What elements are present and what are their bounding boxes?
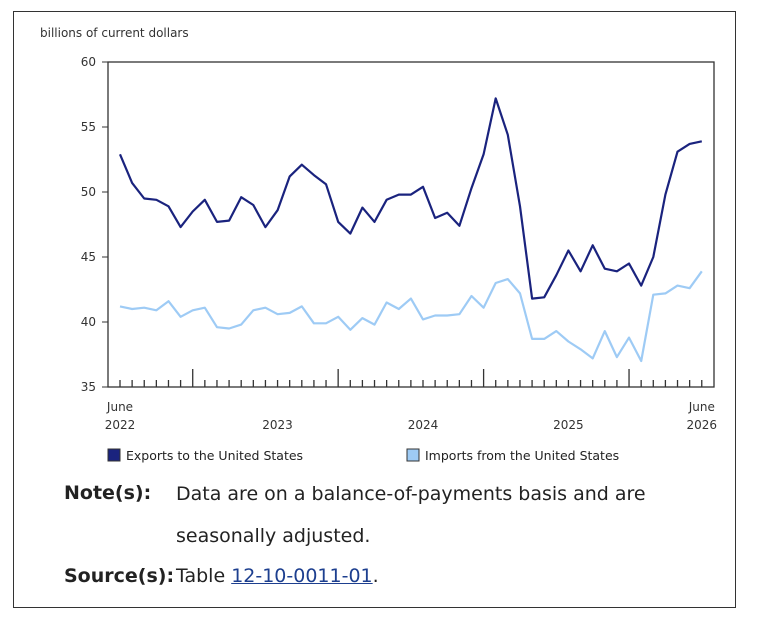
legend-swatch [107,448,121,462]
x-year-label: 2025 [553,418,584,432]
source-prefix: Table [176,565,232,587]
series-line-exports [118,97,703,300]
figure-frame: billions of current dollars 35 40 45 50 55 60… [13,11,736,608]
plot-area [107,61,715,388]
source-table-link[interactable]: 12-10-0011-01 [231,565,373,587]
y-tick-label: 60 [81,55,96,69]
note-label: Note(s): [64,482,152,504]
y-tick-label: 55 [81,120,96,134]
x-year-label: 2024 [408,418,439,432]
legend-label: Exports to the United States [126,448,303,463]
source-text: Table 12-10-0011-01. [176,565,379,587]
y-tick-label: 40 [81,315,96,329]
line-chart: billions of current dollars 35 40 45 50 55 60… [40,26,717,463]
x-start-month-label: June [106,400,133,414]
x-year-label: 2022 [105,418,136,432]
y-tick-label: 35 [81,380,96,394]
legend-swatch [406,448,420,462]
x-year-label: 2026 [686,418,717,432]
x-end-month-label: June [688,400,715,414]
legend-label: Imports from the United States [425,448,619,463]
source-label: Source(s): [64,565,175,587]
series-line-imports [119,270,703,363]
y-axis-label: billions of current dollars [40,26,189,40]
note-text: Data are on a balance-of-payments basis … [176,483,646,547]
source-suffix: . [372,565,379,587]
y-tick-label: 45 [81,250,96,264]
y-tick-label: 50 [81,185,96,199]
x-year-label: 2023 [262,418,293,432]
